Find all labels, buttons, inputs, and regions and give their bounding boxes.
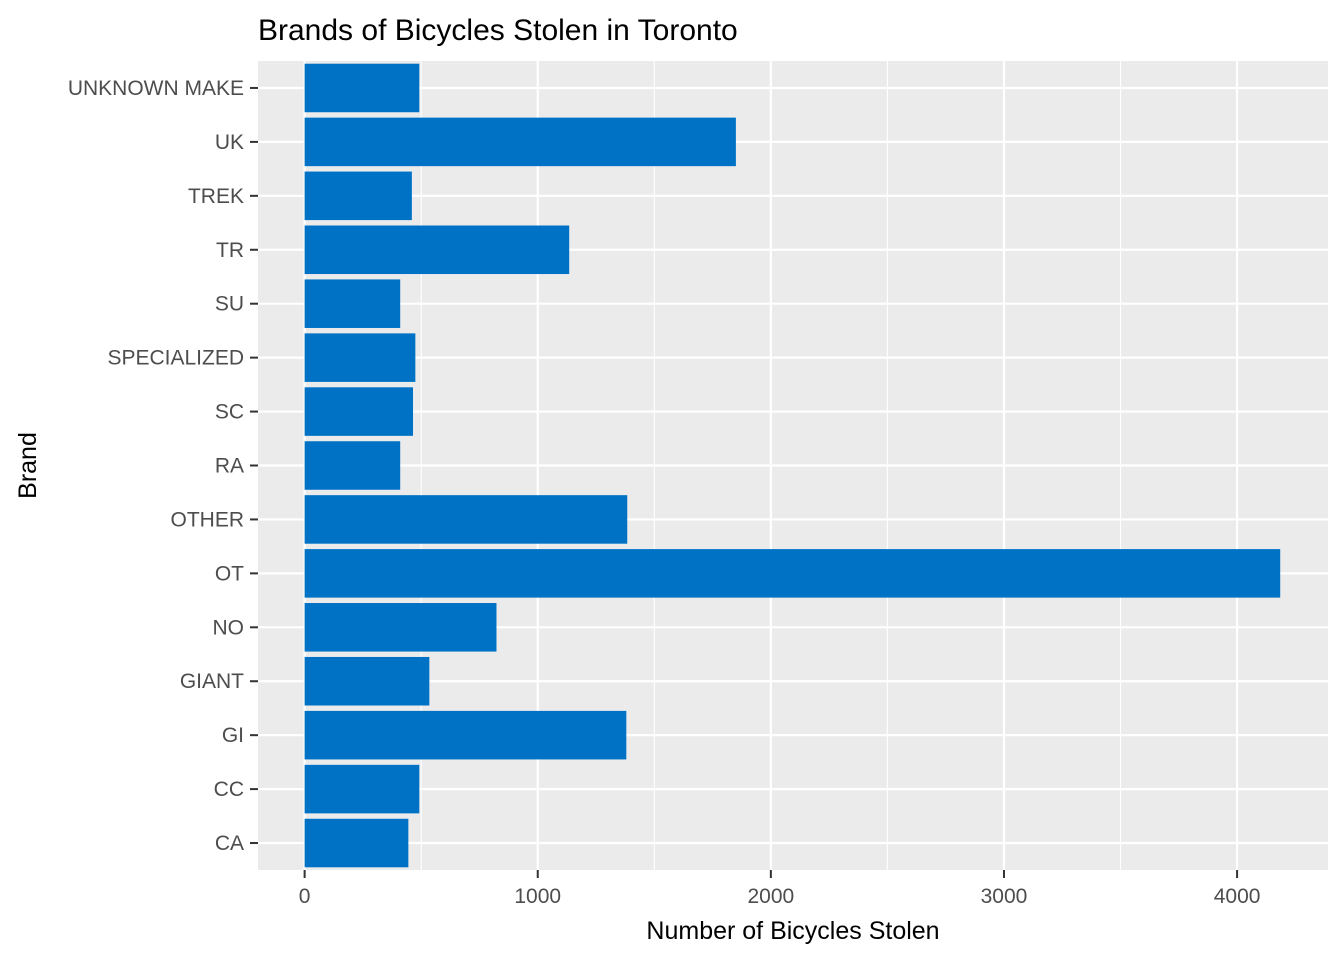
y-tick-label: OTHER [171,508,245,531]
x-tick-label: 3000 [981,885,1028,908]
x-tick-label: 1000 [514,885,561,908]
y-tick-label: NO [213,616,245,639]
x-tick-label: 4000 [1214,885,1261,908]
y-tick-label: OT [215,562,244,585]
bar-trek [304,171,412,221]
bar-ra [304,441,401,490]
y-tick-label: UNKNOWN MAKE [68,77,244,100]
y-tick-label: RA [215,455,244,478]
bar-no [304,603,497,652]
bar-giant [304,656,430,706]
bar-su [304,279,401,328]
y-tick-label: GI [222,724,244,747]
x-tick-label: 2000 [747,885,794,908]
bar-gi [304,710,627,760]
y-tick-label: CA [215,832,244,855]
y-tick-label: SPECIALIZED [107,347,244,370]
bar-ot [304,549,1281,598]
bar-uk [304,117,736,167]
y-tick-label: SU [215,293,244,316]
bars [304,63,1281,868]
x-axis-title: Number of Bicycles Stolen [646,917,939,945]
bar-sc [304,387,414,436]
bar-ca [304,818,409,868]
bar-specialized [304,333,416,382]
y-tick-label: SC [215,401,244,424]
x-axis: 0 1000 2000 3000 4000 [299,870,1261,908]
x-tick-label: 0 [299,885,311,908]
bar-other [304,495,628,544]
bar-tr [304,225,570,275]
y-axis: CA CC GI GIANT NO OT OTHER RA SC SPECIALIZED SU TR T… [68,77,258,855]
chart-title: Brands of Bicycles Stolen in Toronto [258,14,738,47]
y-tick-label: CC [214,778,244,801]
y-tick-label: TREK [188,185,244,208]
y-axis-title: Brand [14,432,42,499]
bar-unknown-make [304,63,420,113]
y-tick-label: GIANT [180,670,244,693]
bar-cc [304,764,420,814]
y-tick-label: UK [215,131,244,154]
y-tick-label: TR [216,239,244,262]
